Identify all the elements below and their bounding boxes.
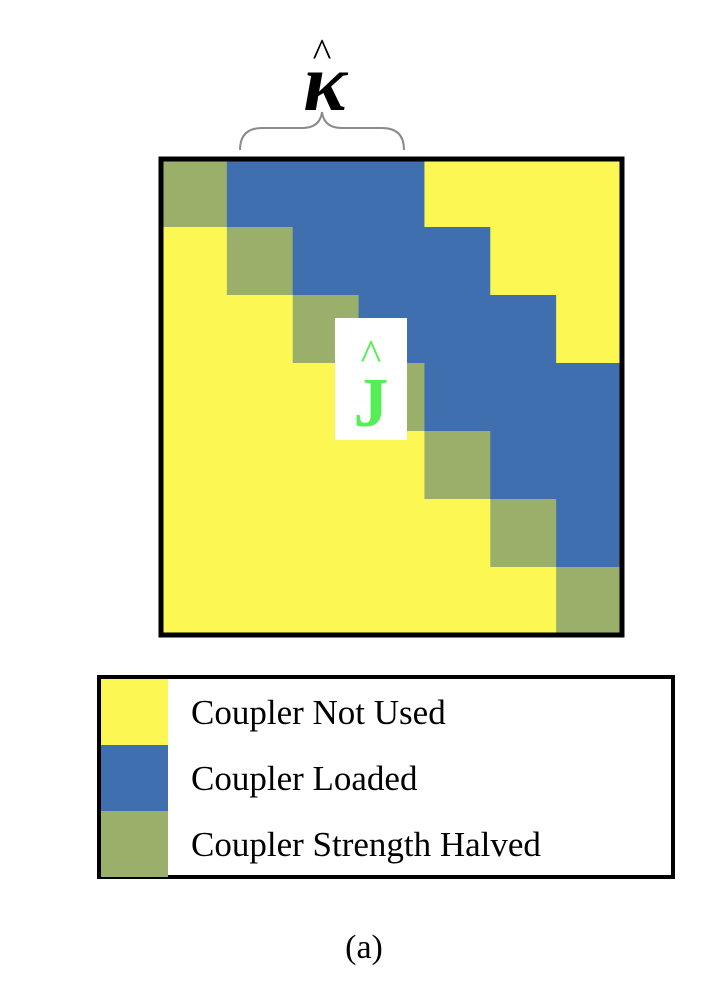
- kappa-symbol: κ: [303, 37, 348, 128]
- matrix-border: [158, 156, 625, 638]
- matrix-cell-5-1: [226, 499, 294, 568]
- matrix-cell-6-5: [490, 567, 557, 636]
- j-label-background: [335, 318, 407, 440]
- kappa-hat: ^: [313, 30, 332, 75]
- matrix-cell-3-5: [490, 363, 557, 432]
- legend-label-halved: Coupler Strength Halved: [191, 825, 541, 864]
- matrix-cell-1-5: [490, 227, 557, 296]
- matrix-cell-5-3: [358, 499, 426, 568]
- matrix-cell-6-1: [226, 567, 294, 636]
- matrix-cell-2-5: [490, 295, 557, 364]
- matrix-cell-3-4: [424, 363, 491, 432]
- coupler-matrix: [161, 159, 623, 636]
- matrix-cell-0-2: [292, 159, 360, 228]
- legend: Coupler Not Used Coupler Loaded Coupler …: [97, 675, 675, 879]
- legend-swatch-not-used: [101, 679, 168, 745]
- matrix-cell-2-4: [424, 295, 491, 364]
- matrix-cell-0-6: [556, 159, 623, 228]
- legend-item-halved: Coupler Strength Halved: [101, 811, 671, 877]
- j-hat: ^: [361, 331, 382, 380]
- matrix-cell-0-3: [358, 159, 426, 228]
- matrix-cell-1-1: [226, 227, 294, 296]
- matrix-cell-6-2: [292, 567, 360, 636]
- matrix-cell-4-1: [226, 431, 294, 500]
- matrix-cell-6-6: [556, 567, 623, 636]
- matrix-cell-5-4: [424, 499, 491, 568]
- matrix-cell-5-2: [292, 499, 360, 568]
- kappa-brace: [239, 111, 405, 151]
- matrix-cell-3-0: [161, 363, 228, 432]
- matrix-cell-5-6: [556, 499, 623, 568]
- matrix-cell-0-4: [424, 159, 491, 228]
- legend-swatch-loaded: [101, 745, 168, 811]
- matrix-cell-2-1: [226, 295, 294, 364]
- matrix-cell-4-3: [358, 431, 426, 500]
- matrix-cell-1-4: [424, 227, 491, 296]
- matrix-cell-1-0: [161, 227, 228, 296]
- matrix-cell-0-5: [490, 159, 557, 228]
- matrix-cell-5-5: [490, 499, 557, 568]
- matrix-cell-2-6: [556, 295, 623, 364]
- matrix-cell-6-0: [161, 567, 228, 636]
- figure-caption: (a): [345, 929, 383, 966]
- legend-label-loaded: Coupler Loaded: [191, 759, 418, 798]
- matrix-cell-3-1: [226, 363, 294, 432]
- matrix-cell-3-6: [556, 363, 623, 432]
- legend-item-loaded: Coupler Loaded: [101, 745, 671, 811]
- matrix-cell-4-4: [424, 431, 491, 500]
- matrix-cell-1-3: [358, 227, 426, 296]
- matrix-cell-6-3: [358, 567, 426, 636]
- matrix-cell-1-2: [292, 227, 360, 296]
- matrix-cell-2-0: [161, 295, 228, 364]
- matrix-cell-1-6: [556, 227, 623, 296]
- matrix-cell-6-4: [424, 567, 491, 636]
- matrix-cell-4-2: [292, 431, 360, 500]
- legend-label-not-used: Coupler Not Used: [191, 693, 446, 732]
- legend-swatch-halved: [101, 811, 168, 877]
- matrix-cell-0-1: [226, 159, 294, 228]
- matrix-cell-0-0: [161, 159, 228, 228]
- matrix-cell-4-6: [556, 431, 623, 500]
- matrix-cell-4-5: [490, 431, 557, 500]
- matrix-cell-5-0: [161, 499, 228, 568]
- j-symbol: J: [354, 365, 389, 442]
- matrix-cell-4-0: [161, 431, 228, 500]
- legend-item-not-used: Coupler Not Used: [101, 679, 671, 745]
